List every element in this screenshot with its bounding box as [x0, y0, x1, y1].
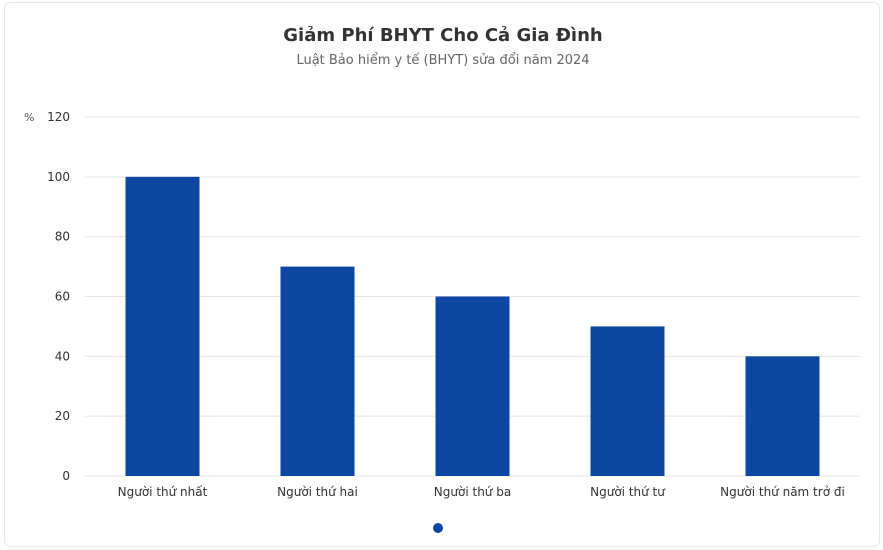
bar [125, 176, 200, 477]
y-tick-label: 100 [47, 170, 70, 184]
y-tick-label: 0 [62, 469, 70, 483]
y-tick-label: 80 [55, 230, 70, 244]
x-category-label: Người thứ hai [277, 485, 358, 499]
y-tick-label: 20 [55, 409, 70, 423]
y-tick-label: 60 [55, 290, 70, 304]
x-category-label: Người thứ tư [590, 485, 666, 499]
bar [435, 296, 510, 476]
legend-dot-icon [433, 523, 443, 533]
bar [745, 356, 820, 476]
x-category-label: Người thứ ba [434, 485, 511, 499]
chart-subtitle: Luật Bảo hiểm y tế (BHYT) sửa đổi năm 20… [296, 53, 590, 68]
y-unit-label: % [24, 111, 34, 124]
bar [280, 266, 355, 476]
x-category-label: Người thứ năm trở đi [720, 485, 845, 499]
bar [590, 326, 665, 476]
x-category-label: Người thứ nhất [118, 485, 208, 499]
y-tick-label: 120 [47, 110, 70, 124]
chart-title: Giảm Phí BHYT Cho Cả Gia Đình [283, 25, 603, 46]
y-tick-label: 40 [55, 349, 70, 363]
